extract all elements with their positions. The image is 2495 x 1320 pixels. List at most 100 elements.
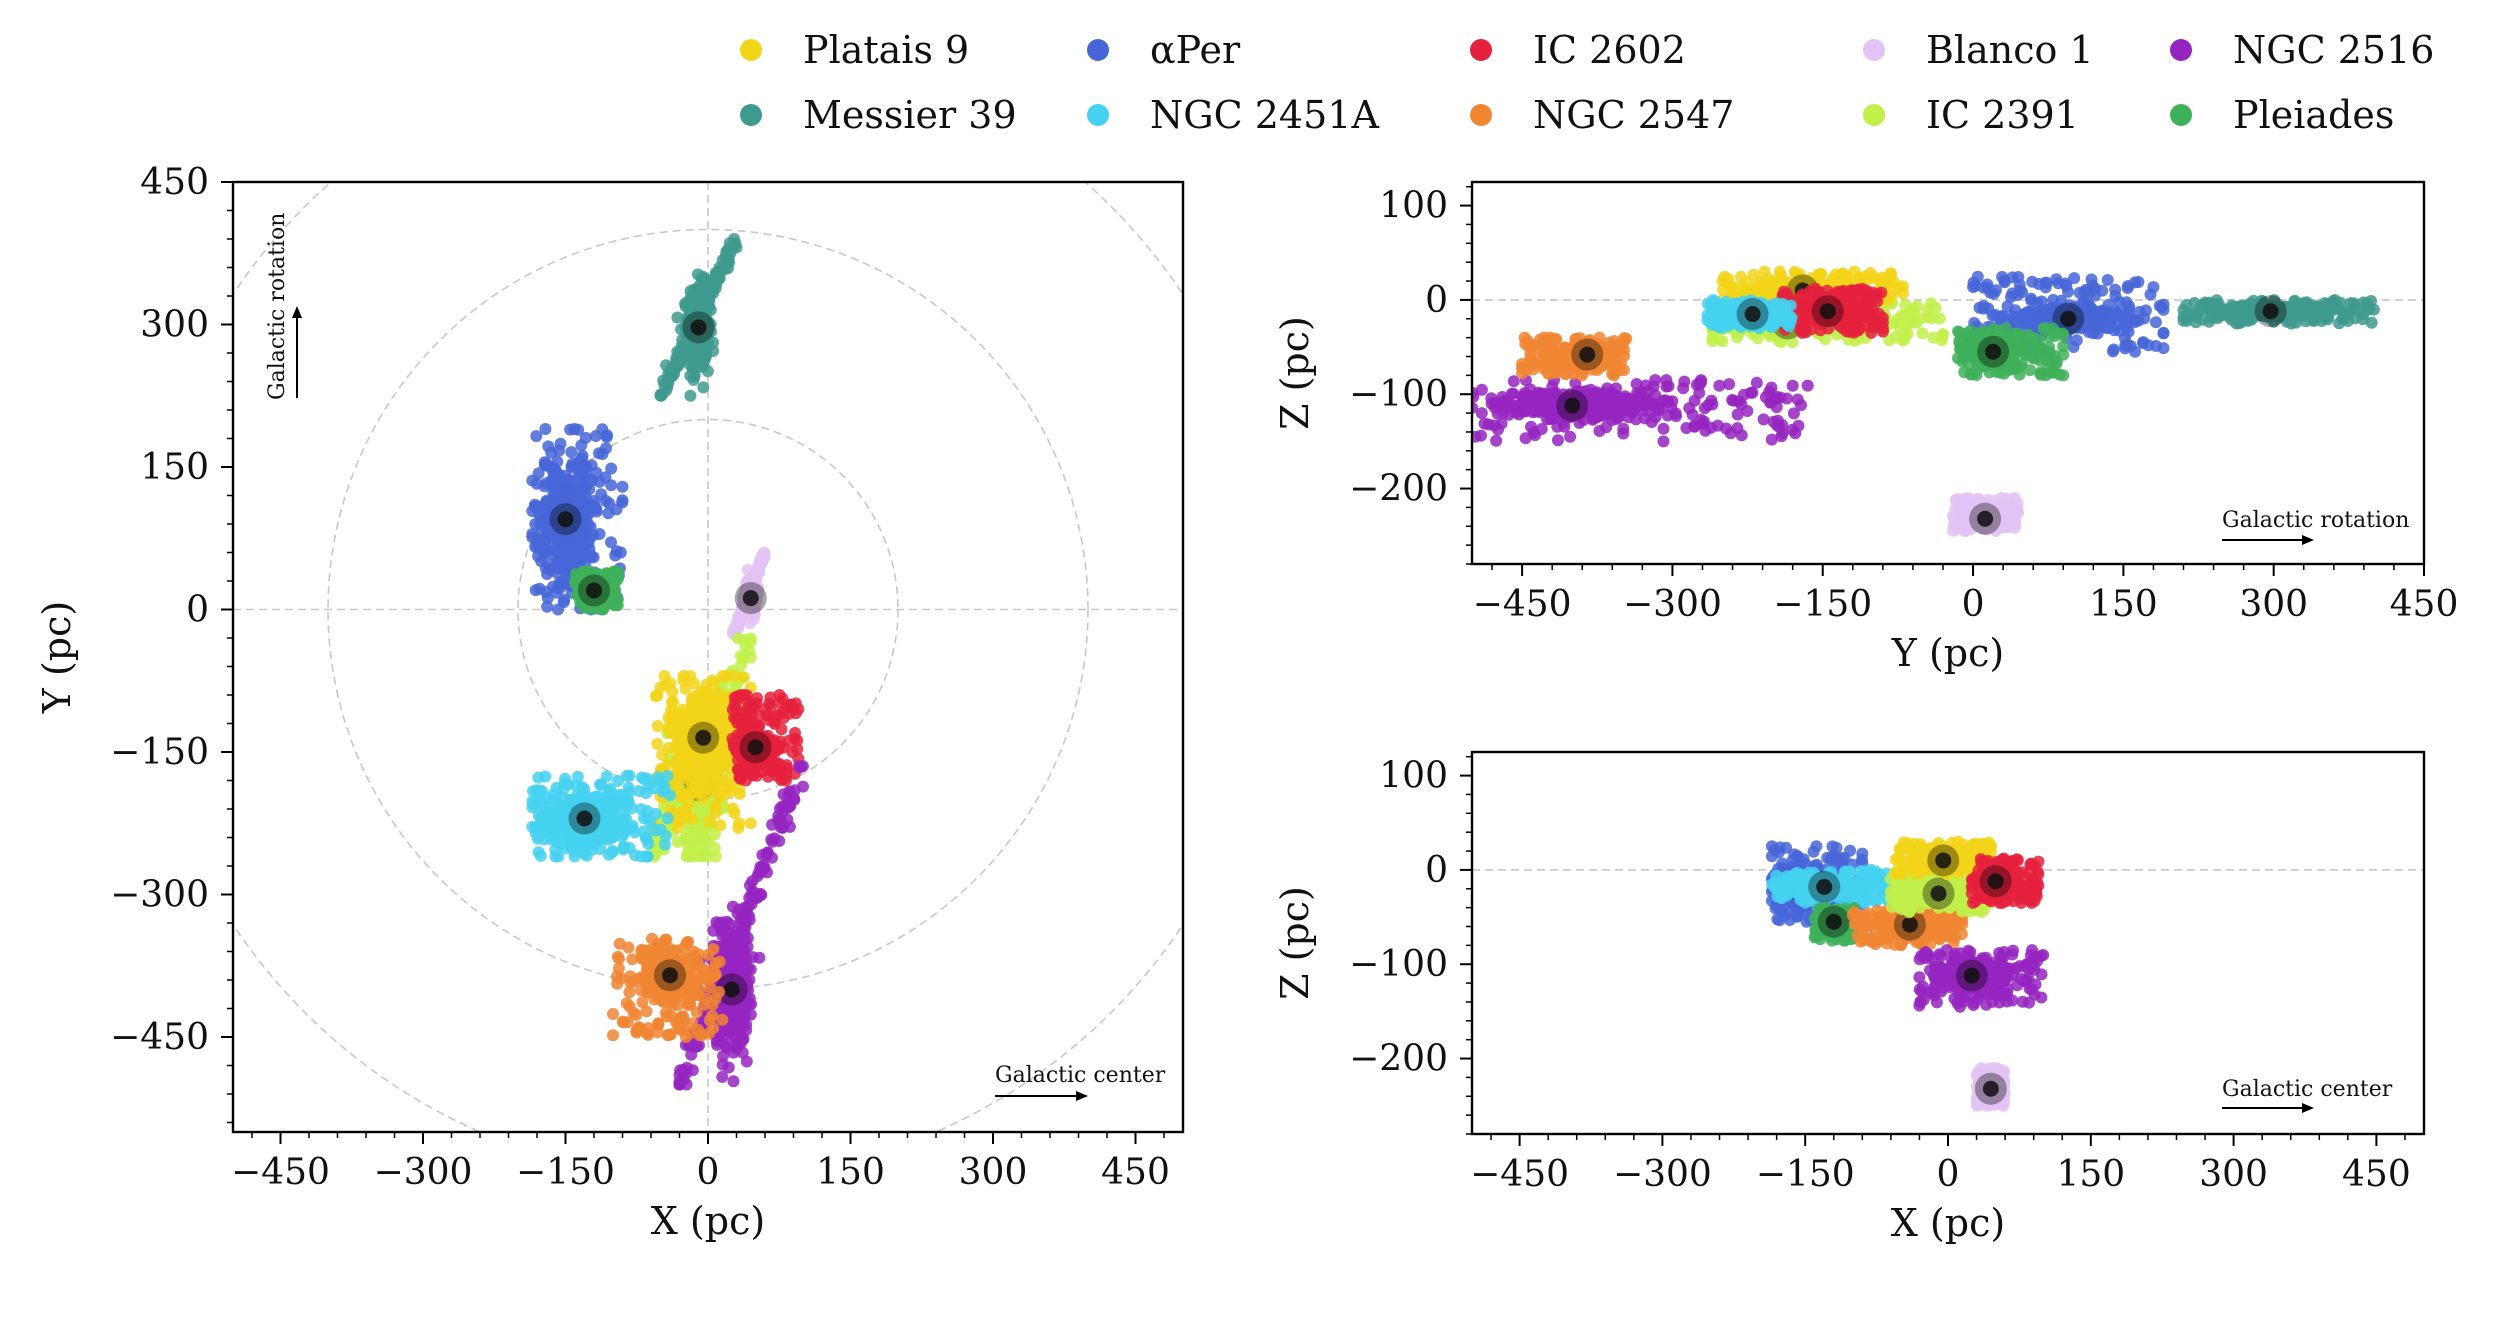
data-point bbox=[652, 771, 665, 784]
data-point bbox=[583, 543, 596, 556]
data-point bbox=[656, 387, 669, 400]
legend-marker bbox=[1863, 39, 1885, 61]
data-point bbox=[662, 741, 675, 754]
legend-marker bbox=[2170, 104, 2192, 126]
distance-circle bbox=[517, 418, 899, 801]
data-point bbox=[692, 309, 705, 322]
data-point bbox=[551, 836, 564, 849]
data-point bbox=[675, 323, 688, 336]
cluster-center bbox=[742, 590, 759, 607]
data-point bbox=[617, 841, 630, 854]
data-point bbox=[526, 801, 539, 814]
data-point bbox=[671, 753, 684, 766]
data-point bbox=[773, 689, 786, 701]
legend-marker bbox=[740, 104, 762, 126]
data-point bbox=[717, 758, 730, 771]
data-point bbox=[699, 707, 712, 720]
data-point bbox=[786, 746, 799, 758]
series-per bbox=[526, 423, 629, 616]
legend-item-messier-39: Messier 39 bbox=[740, 93, 1017, 137]
data-point bbox=[687, 373, 700, 386]
data-point bbox=[672, 358, 685, 371]
legend-label: NGC 2547 bbox=[1533, 93, 1734, 137]
data-point bbox=[575, 439, 588, 452]
data-point bbox=[557, 596, 570, 609]
legend-item-ic-2391: IC 2391 bbox=[1863, 93, 2079, 137]
data-point bbox=[638, 812, 651, 825]
data-point bbox=[618, 816, 630, 828]
data-point bbox=[605, 479, 618, 492]
data-point bbox=[556, 577, 568, 590]
data-point bbox=[745, 708, 758, 721]
data-point bbox=[660, 359, 673, 372]
cluster-center bbox=[747, 739, 764, 756]
cluster-center bbox=[576, 810, 593, 827]
legend-item-ic-2602: IC 2602 bbox=[1470, 28, 1686, 72]
data-point bbox=[590, 505, 603, 518]
data-point bbox=[751, 692, 764, 705]
legend-item-per: αPer bbox=[1087, 28, 1241, 72]
data-point bbox=[568, 423, 581, 435]
series-messier-39 bbox=[654, 233, 743, 402]
data-point bbox=[714, 819, 727, 832]
data-point bbox=[677, 674, 690, 687]
data-point bbox=[605, 830, 618, 843]
data-point bbox=[593, 447, 605, 460]
data-point bbox=[651, 720, 664, 733]
data-point bbox=[726, 802, 739, 815]
data-point bbox=[540, 459, 553, 472]
data-point bbox=[744, 817, 757, 830]
legend-marker bbox=[740, 39, 762, 61]
data-point bbox=[541, 600, 554, 613]
data-point bbox=[697, 351, 709, 364]
legend-marker bbox=[1087, 39, 1109, 61]
data-point bbox=[713, 789, 726, 802]
data-point bbox=[550, 481, 563, 493]
data-point bbox=[735, 689, 748, 701]
data-point bbox=[615, 830, 628, 843]
data-point bbox=[757, 549, 770, 562]
data-point bbox=[550, 566, 563, 579]
data-point bbox=[691, 757, 704, 770]
data-point bbox=[744, 651, 757, 664]
data-point bbox=[706, 674, 719, 687]
data-point bbox=[622, 781, 635, 794]
data-point bbox=[786, 701, 799, 714]
data-point bbox=[684, 787, 697, 800]
data-point bbox=[639, 831, 652, 844]
data-point bbox=[589, 430, 602, 442]
xy-panel: −450 −300 −150 0 150 300 450−450−300−150015030… bbox=[35, 162, 1185, 1243]
data-point bbox=[540, 494, 553, 507]
data-point bbox=[605, 462, 618, 475]
data-point bbox=[656, 785, 669, 798]
series-blanco-1 bbox=[726, 546, 771, 641]
data-point bbox=[578, 460, 591, 473]
data-point bbox=[623, 769, 636, 782]
data-point bbox=[723, 237, 736, 249]
data-point bbox=[532, 550, 545, 563]
data-point bbox=[710, 276, 723, 289]
distance-circle bbox=[327, 228, 1089, 991]
data-point bbox=[709, 850, 722, 863]
data-point bbox=[728, 670, 741, 682]
data-point bbox=[671, 311, 684, 324]
data-point bbox=[732, 822, 745, 834]
data-point bbox=[649, 807, 662, 820]
data-point bbox=[577, 565, 590, 578]
cluster-center bbox=[690, 319, 707, 336]
data-point bbox=[529, 584, 542, 597]
data-point bbox=[694, 830, 707, 843]
data-point bbox=[661, 373, 674, 385]
data-point bbox=[735, 718, 748, 731]
legend-label: αPer bbox=[1150, 28, 1241, 72]
legend-item-ngc-2547: NGC 2547 bbox=[1470, 93, 1734, 137]
data-point bbox=[691, 268, 704, 281]
data-point bbox=[554, 437, 567, 450]
data-point bbox=[703, 688, 716, 701]
data-point bbox=[791, 734, 804, 747]
data-point bbox=[539, 423, 552, 435]
data-point bbox=[530, 477, 543, 490]
data-point bbox=[707, 345, 720, 357]
